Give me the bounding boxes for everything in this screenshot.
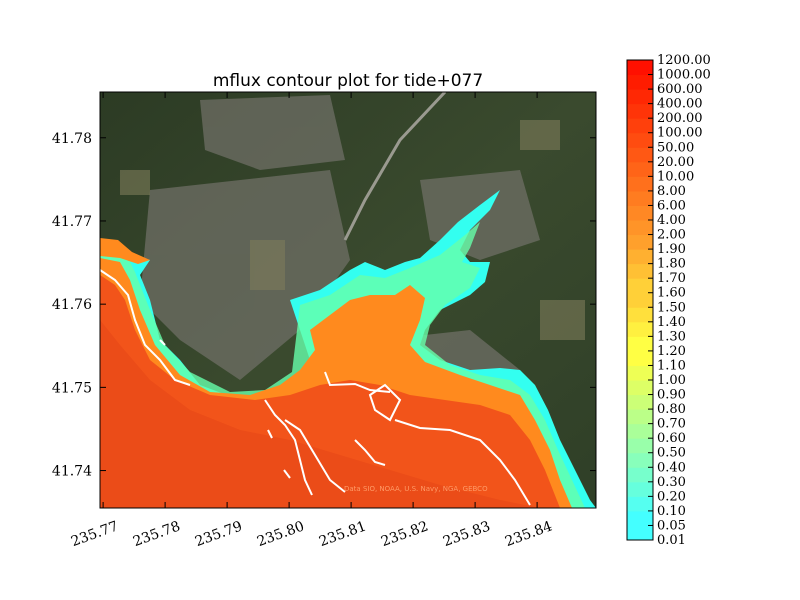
x-tick-label: 235.81 (317, 518, 369, 550)
colorbar-label: 50.00 (657, 140, 694, 155)
colorbar-segment (627, 190, 653, 206)
colorbar-segment (627, 161, 653, 177)
x-tick-label: 235.77 (69, 518, 121, 550)
colorbar-label: 0.01 (657, 533, 686, 548)
colorbar-label: 0.10 (657, 504, 686, 519)
colorbar-segment (627, 452, 653, 468)
colorbar-segment (627, 132, 653, 148)
colorbar-label: 1.60 (657, 286, 686, 301)
colorbar-label: 1.20 (657, 344, 686, 359)
colorbar-segment (627, 350, 653, 366)
y-axis: 41.74 41.75 41.76 41.77 41.78 (52, 131, 596, 480)
colorbar-segment (627, 292, 653, 308)
colorbar-segment (627, 394, 653, 410)
colorbar-segment (627, 380, 653, 396)
colorbar-segment (627, 467, 653, 483)
colorbar-label: 0.70 (657, 417, 686, 432)
x-tick-label: 235.84 (503, 518, 555, 550)
colorbar-label: 200.00 (657, 111, 703, 126)
colorbar-label: 0.80 (657, 402, 686, 417)
y-tick-label: 41.78 (52, 131, 92, 147)
colorbar-segment (627, 205, 653, 221)
colorbar-label: 6.00 (657, 198, 686, 213)
colorbar-segment (627, 176, 653, 192)
flux-north-spit (100, 238, 150, 264)
colorbar-segment (627, 249, 653, 265)
plot-frame (99, 91, 597, 509)
colorbar-label: 0.20 (657, 489, 686, 504)
x-tick-label: 235.83 (441, 518, 493, 550)
colorbar-frame (626, 59, 654, 541)
y-tick-label: 41.75 (52, 380, 92, 396)
colorbar-segment (627, 510, 653, 526)
colorbar-label: 100.00 (657, 126, 703, 141)
field-patches (120, 120, 585, 340)
colorbar-label: 1.80 (657, 257, 686, 272)
plot-area: Data SIO, NOAA, U.S. Navy, NGA, GEBCO (100, 92, 596, 508)
colorbar-label: 20.00 (657, 155, 694, 170)
x-tick-label: 235.80 (255, 518, 307, 550)
colorbar-segment (627, 438, 653, 454)
colorbar-label: 1.00 (657, 373, 686, 388)
colorbar-segment (627, 496, 653, 512)
colorbar-segment (627, 278, 653, 294)
colorbar-label: 600.00 (657, 82, 703, 97)
y-tick-label: 41.77 (52, 214, 92, 230)
colorbar-segment (627, 118, 653, 134)
colorbar-label: 2.00 (657, 228, 686, 243)
colorbar-segment (627, 321, 653, 337)
colorbar-label: 1000.00 (657, 68, 711, 83)
x-tick-label: 235.79 (193, 518, 245, 550)
colorbar-segment (627, 74, 653, 90)
colorbar-label: 4.00 (657, 213, 686, 228)
colorbar-label: 0.40 (657, 460, 686, 475)
colorbar-label: 1.90 (657, 242, 686, 257)
x-tick-label: 235.78 (131, 518, 183, 550)
colorbar-segment (627, 423, 653, 439)
colorbar-label: 1.50 (657, 300, 686, 315)
colorbar-label: 10.00 (657, 169, 694, 184)
colorbar-label: 0.30 (657, 475, 686, 490)
chart-title: mflux contour plot for tide+077 (213, 71, 483, 91)
colorbar-segment (627, 481, 653, 497)
y-tick-label: 41.76 (52, 297, 92, 313)
colorbar: 0.010.050.100.200.300.400.500.600.700.80… (626, 53, 711, 548)
x-tick-label: 235.82 (379, 518, 431, 550)
colorbar-segment (627, 234, 653, 250)
y-tick-label: 41.74 (52, 464, 92, 480)
colorbar-segment (627, 89, 653, 105)
colorbar-label: 1.10 (657, 358, 686, 373)
colorbar-label: 1.40 (657, 315, 686, 330)
colorbar-segment (627, 147, 653, 163)
colorbar-label: 0.60 (657, 431, 686, 446)
colorbar-segment (627, 60, 653, 76)
colorbar-segment (627, 365, 653, 381)
colorbar-label: 1.70 (657, 271, 686, 286)
colorbar-segment (627, 263, 653, 279)
colorbar-segment (627, 409, 653, 425)
colorbar-label: 0.05 (657, 518, 686, 533)
colorbar-label: 1.30 (657, 329, 686, 344)
highway (343, 92, 447, 241)
colorbar-segment (627, 220, 653, 236)
colorbar-label: 0.50 (657, 446, 686, 461)
shoreline-contours (100, 269, 531, 506)
colorbar-segment (627, 525, 653, 541)
colorbar-segment (627, 307, 653, 323)
colorbar-label: 8.00 (657, 184, 686, 199)
flux-bay-deep (100, 320, 540, 508)
colorbar-segment (627, 103, 653, 119)
colorbar-segment (627, 336, 653, 352)
colorbar-label: 400.00 (657, 97, 703, 112)
colorbar-label: 1200.00 (657, 53, 711, 68)
colorbar-label: 0.90 (657, 388, 686, 403)
map-attribution: Data SIO, NOAA, U.S. Navy, NGA, GEBCO (344, 485, 488, 493)
